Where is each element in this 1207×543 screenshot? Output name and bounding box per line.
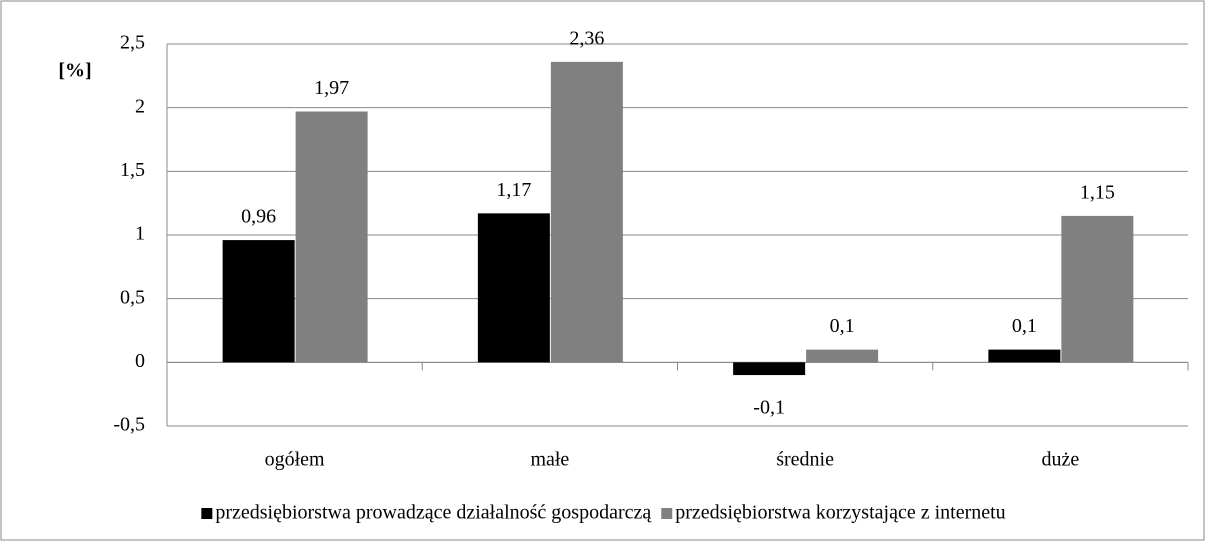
bar (1061, 215, 1134, 363)
data-label: 0,96 (241, 206, 276, 228)
legend-swatch (201, 508, 213, 519)
data-label: 0,1 (1012, 315, 1037, 337)
data-label: 1,97 (314, 77, 349, 99)
data-label: -0,1 (753, 397, 785, 419)
legend-swatch (661, 508, 673, 519)
data-label: 2,36 (569, 27, 604, 49)
bar (733, 362, 806, 376)
x-tick-label: duże (1041, 449, 1079, 471)
y-axis-label: [%] (58, 60, 91, 82)
x-tick-label: małe (530, 449, 569, 471)
y-tick-label: 0,5 (120, 286, 145, 308)
data-label: 0,1 (830, 315, 855, 337)
y-tick-label: 1,5 (120, 159, 145, 181)
bar (295, 111, 368, 363)
y-tick-label: 1 (135, 223, 145, 245)
x-tick-label: ogółem (265, 449, 325, 471)
y-tick-label: -0,5 (113, 414, 145, 436)
data-label: 1,15 (1080, 181, 1115, 203)
y-tick-label: 2 (135, 95, 145, 117)
y-tick-label: 2,5 (120, 32, 145, 54)
bar (988, 349, 1061, 363)
legend-label: przedsiębiorstwa prowadzące działalność … (215, 502, 652, 524)
bar (222, 240, 295, 363)
data-label: 1,17 (496, 179, 531, 201)
legend-label: przedsiębiorstwa korzystające z internet… (675, 502, 1005, 524)
bar (550, 61, 623, 363)
x-tick-label: średnie (776, 449, 834, 471)
bar (806, 349, 879, 363)
y-tick-label: 0 (135, 350, 145, 372)
bar (477, 213, 550, 363)
